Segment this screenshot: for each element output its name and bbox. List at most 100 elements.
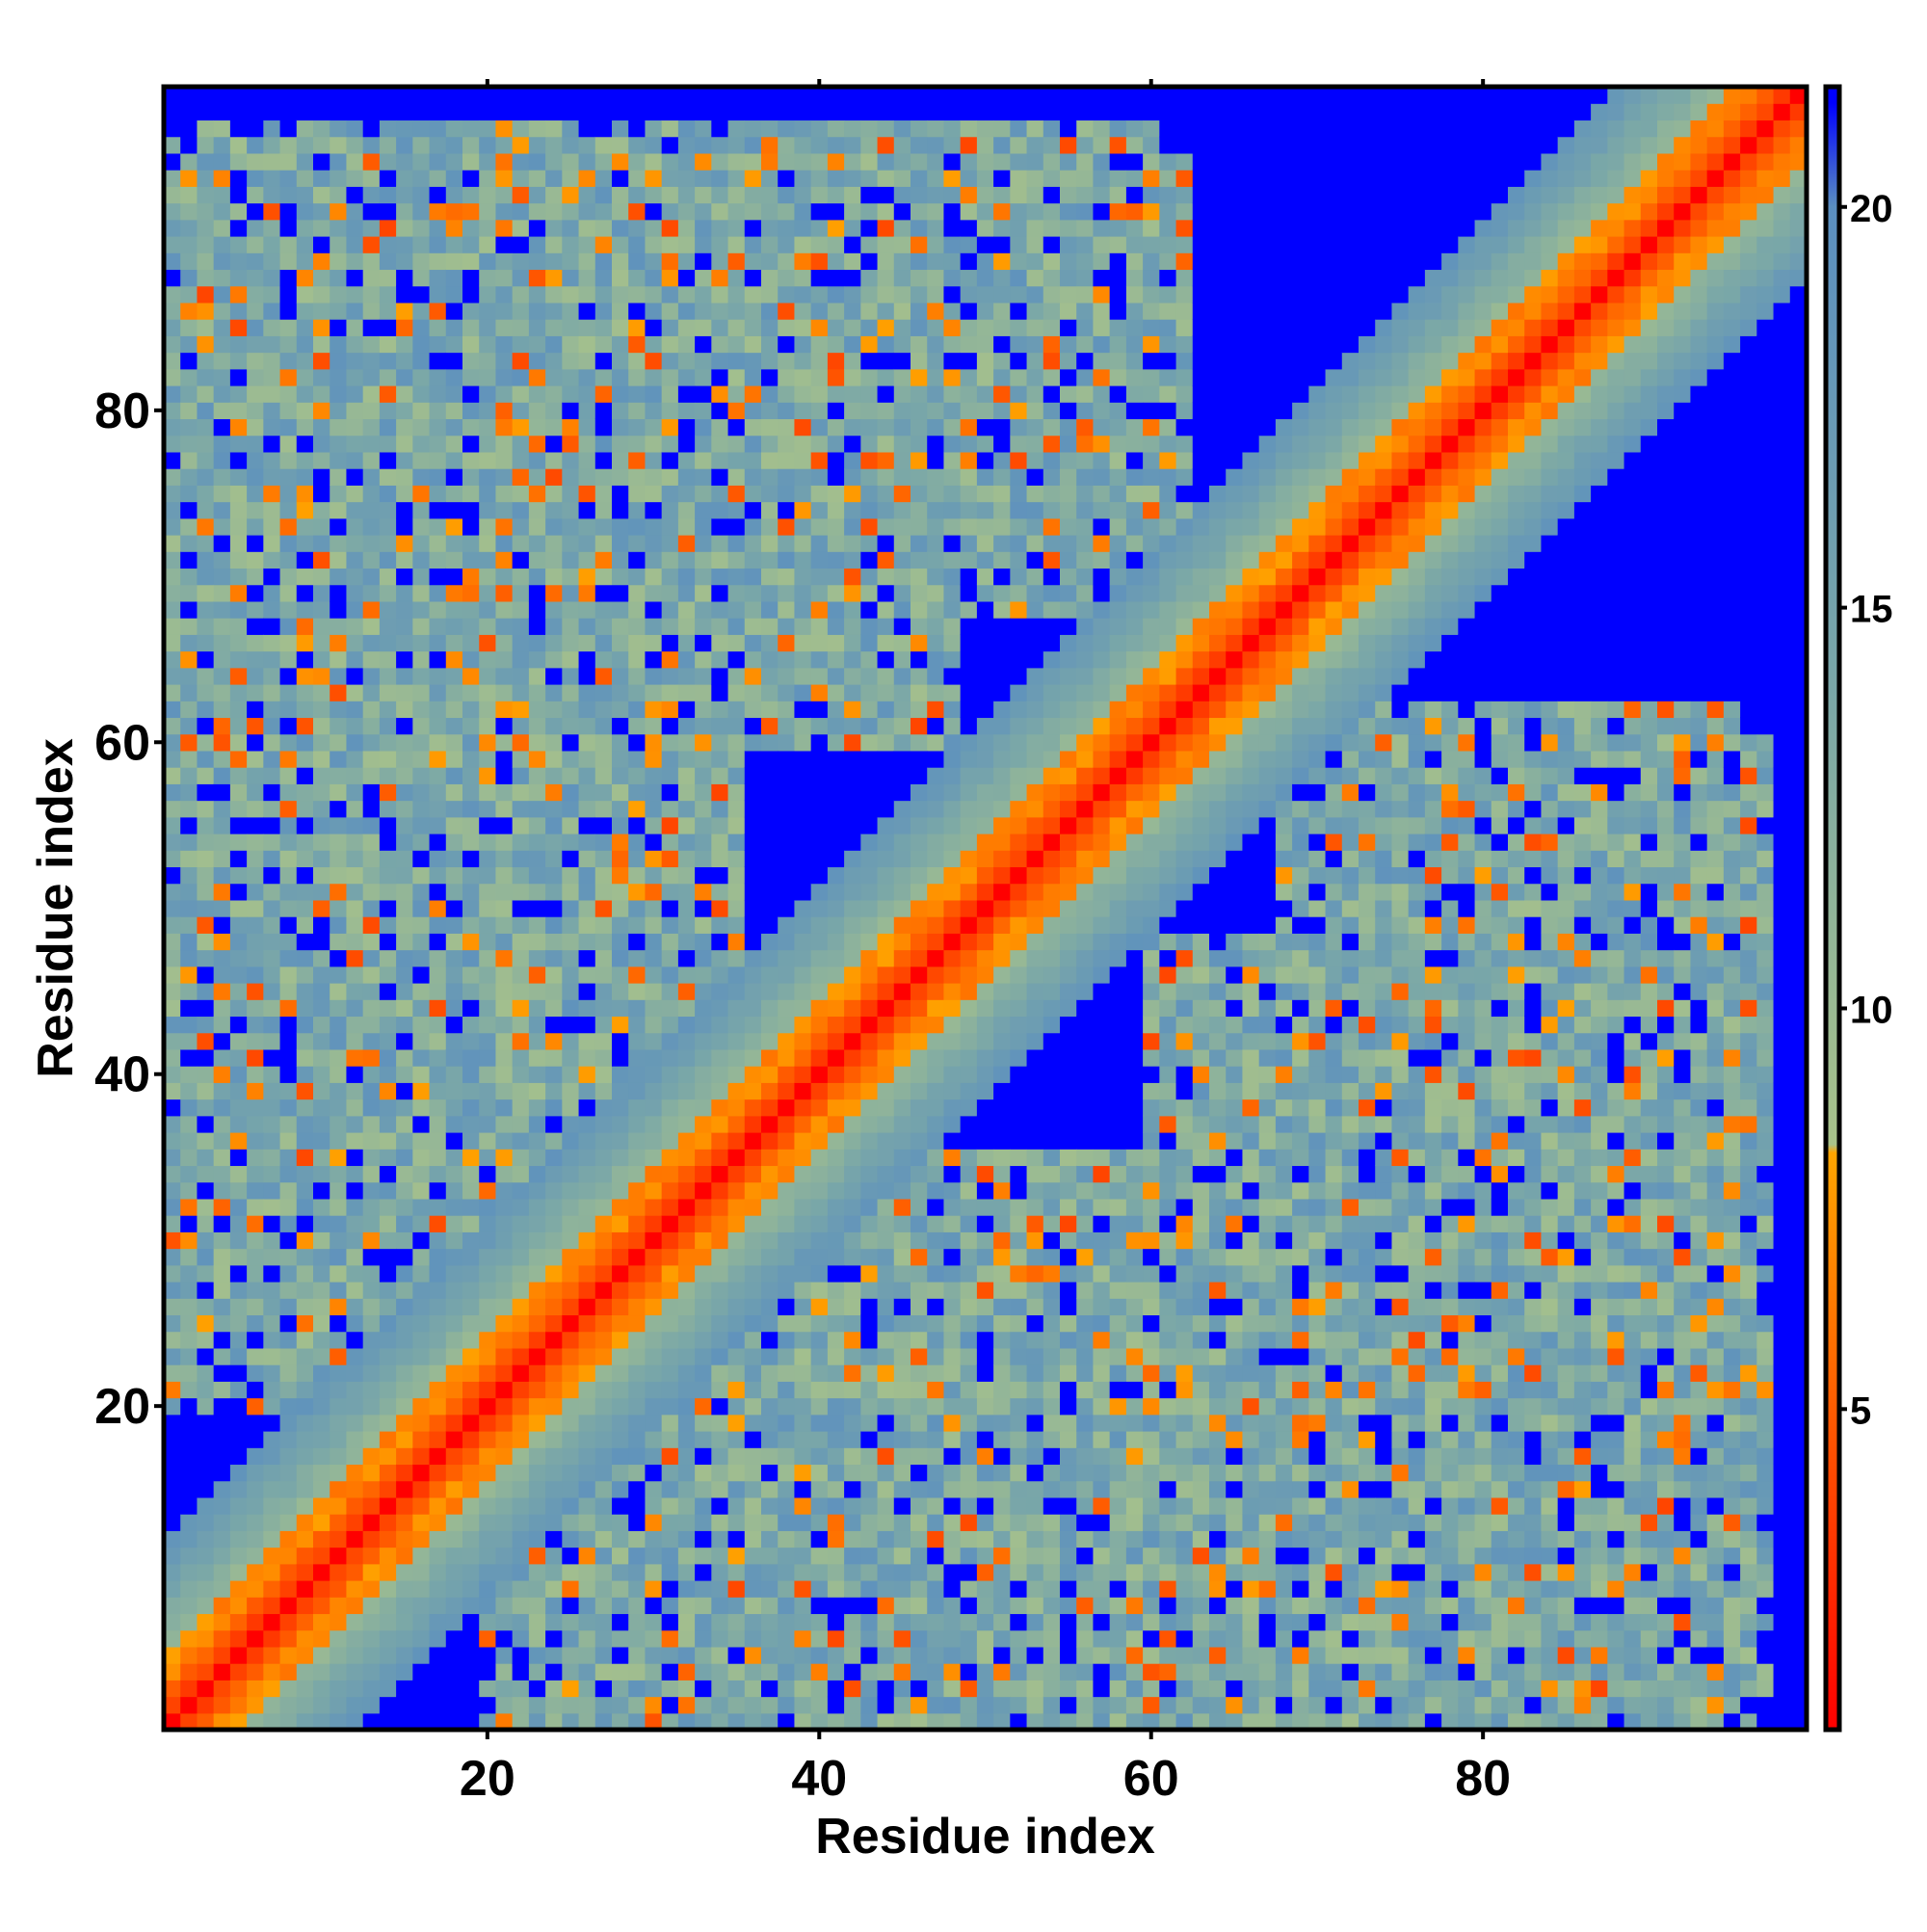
heatmap-cell [445,783,463,802]
heatmap-cell [677,733,696,752]
heatmap-cell [927,1663,945,1681]
heatmap-cell [794,1165,812,1183]
heatmap-cell [528,600,546,619]
heatmap-cell [330,1696,348,1714]
heatmap-cell [943,418,962,437]
heatmap-cell [247,269,264,287]
heatmap-cell [379,1048,397,1067]
heatmap-cell [927,1364,945,1382]
heatmap-cell [727,103,746,121]
heatmap-cell [495,966,514,984]
heatmap-cell [263,816,281,834]
heatmap-cell [495,634,514,652]
heatmap-cell [229,1364,248,1382]
heatmap-cell [911,701,928,719]
heatmap-cell [379,783,397,802]
heatmap-cell [362,551,381,569]
heatmap-cell [860,717,879,735]
heatmap-cell [412,834,431,851]
heatmap-cell [346,517,364,536]
heatmap-cell [229,385,248,403]
heatmap-cell [844,1663,861,1681]
heatmap-cell [993,1149,1011,1167]
heatmap-cell [545,1082,563,1100]
heatmap-cell [164,202,181,221]
heatmap-cell [479,535,497,552]
heatmap-cell [827,750,845,768]
heatmap-cell [330,1613,348,1631]
heatmap-cell [296,1646,314,1664]
heatmap-cell [860,402,879,420]
heatmap-cell [197,103,215,121]
heatmap-cell [263,186,281,204]
heatmap-cell [164,1331,181,1349]
heatmap-cell [778,1646,796,1664]
heatmap-cell [445,468,463,486]
heatmap-cell [429,701,447,719]
heatmap-cell [695,783,712,802]
heatmap-cell [164,866,181,885]
heatmap-cell [164,966,181,984]
heatmap-cell [362,517,381,536]
heatmap-cell [313,451,330,469]
heatmap-cell [197,733,215,752]
heatmap-cell [761,1032,779,1050]
heatmap-cell [445,335,463,354]
heatmap-cell [976,618,994,635]
heatmap-cell [810,783,829,802]
heatmap-cell [429,1165,447,1183]
heatmap-cell [612,285,629,304]
heatmap-cell [263,834,281,851]
heatmap-cell [893,1629,911,1648]
heatmap-cell [462,1198,480,1216]
heatmap-cell [296,119,314,138]
heatmap-cell [412,717,431,735]
heatmap-cell [197,517,215,536]
heatmap-cell [844,136,861,154]
heatmap-cell [943,750,962,768]
heatmap-cell [396,966,413,984]
heatmap-cell [164,468,181,486]
heatmap-cell [960,1198,978,1216]
heatmap-cell [313,650,330,669]
heatmap-cell [429,1282,447,1299]
heatmap-cell [495,568,514,586]
heatmap-cell [976,1613,994,1631]
heatmap-cell [927,335,945,354]
heatmap-cell [213,1314,231,1333]
heatmap-cell [346,1464,364,1482]
heatmap-cell [197,302,215,320]
heatmap-cell [247,1597,264,1615]
heatmap-cell [528,568,546,586]
heatmap-cell [778,816,796,834]
heatmap-cell [279,170,298,187]
heatmap-cell [279,999,298,1018]
heatmap-cell [412,1480,431,1498]
heatmap-cell [396,319,413,336]
heatmap-cell [213,1496,231,1515]
heatmap-cell [794,733,812,752]
heatmap-cell [528,916,546,934]
heatmap-cell [412,418,431,437]
heatmap-cell [661,983,679,1000]
heatmap-cell [462,468,480,486]
heatmap-cell [960,1364,978,1382]
heatmap-cell [594,202,613,221]
heatmap-cell [911,451,928,469]
heatmap-cell [594,701,613,719]
heatmap-cell [893,1282,911,1299]
heatmap-cell [578,1016,596,1034]
heatmap-cell [313,1181,330,1200]
heatmap-cell [545,1347,563,1365]
heatmap-cell [346,252,364,271]
heatmap-cell [612,1613,629,1631]
heatmap-cell [379,269,397,287]
heatmap-cell [362,1314,381,1333]
heatmap-cell [346,418,364,437]
heatmap-cell [993,1547,1011,1565]
heatmap-cell [197,1563,215,1581]
heatmap-cell [810,1530,829,1548]
heatmap-cell [229,136,248,154]
heatmap-cell [528,219,546,237]
heatmap-cell [379,302,397,320]
